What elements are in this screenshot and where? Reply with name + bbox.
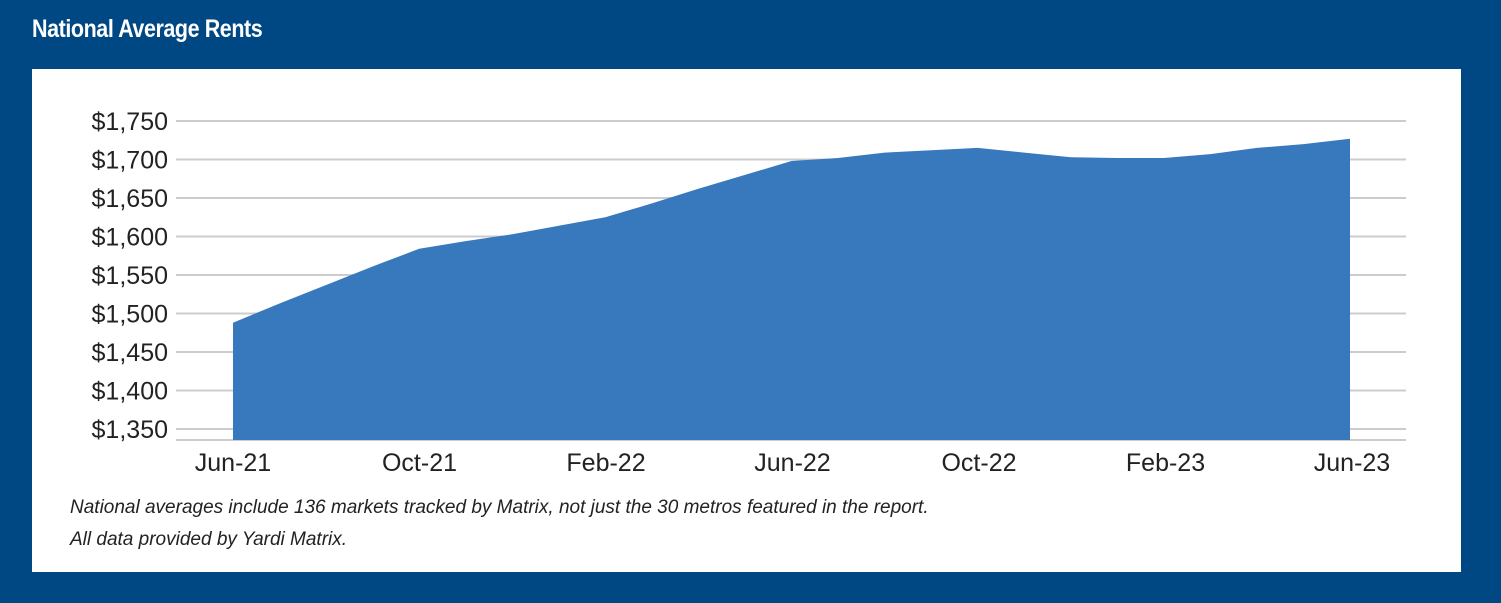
y-tick-label: $1,550 bbox=[92, 262, 168, 290]
series-area bbox=[233, 138, 1350, 440]
x-tick-label: Oct-22 bbox=[941, 449, 1016, 477]
x-tick-label: Jun-22 bbox=[754, 449, 830, 477]
y-axis-ticks: $1,350 $1,400 $1,450 $1,500 $1,550 $1,600 $1,6… bbox=[92, 108, 168, 444]
footnote-markets: National averages include 136 markets tr… bbox=[70, 497, 929, 518]
y-tick-label: $1,450 bbox=[92, 339, 168, 367]
y-tick-label: $1,600 bbox=[92, 224, 168, 252]
y-tick-label: $1,700 bbox=[92, 147, 168, 175]
x-tick-label: Jun-23 bbox=[1314, 449, 1390, 477]
y-tick-label: $1,400 bbox=[92, 378, 168, 406]
y-tick-label: $1,750 bbox=[92, 108, 168, 136]
y-tick-label: $1,650 bbox=[92, 185, 168, 213]
x-tick-label: Feb-22 bbox=[566, 449, 645, 477]
y-tick-label: $1,350 bbox=[92, 416, 168, 444]
chart-title: National Average Rents bbox=[32, 15, 263, 43]
x-tick-label: Oct-21 bbox=[382, 449, 457, 477]
y-tick-label: $1,500 bbox=[92, 301, 168, 329]
rent-area bbox=[233, 138, 1350, 440]
x-tick-label: Jun-21 bbox=[195, 449, 271, 477]
x-axis-ticks: Jun-21 Oct-21 Feb-22 Jun-22 Oct-22 Feb-23 Jun-… bbox=[195, 449, 1390, 477]
footnote-source: All data provided by Yardi Matrix. bbox=[70, 529, 348, 550]
x-tick-label: Feb-23 bbox=[1126, 449, 1205, 477]
